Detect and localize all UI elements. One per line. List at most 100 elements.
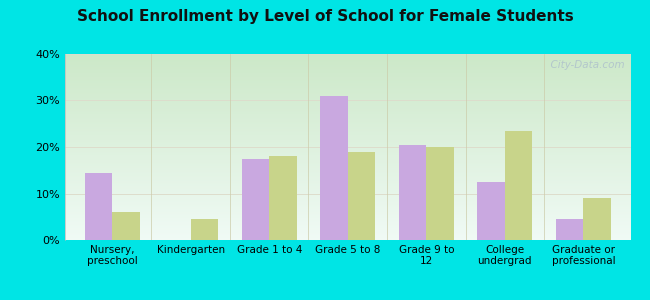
- Bar: [65, 88, 630, 89]
- Bar: [65, 171, 630, 172]
- Bar: [65, 124, 630, 125]
- Bar: [65, 56, 630, 57]
- Bar: [65, 141, 630, 142]
- Bar: [65, 231, 630, 232]
- Bar: [65, 208, 630, 209]
- Bar: [65, 200, 630, 201]
- Bar: [65, 173, 630, 174]
- Bar: [65, 95, 630, 96]
- Bar: [65, 156, 630, 157]
- Bar: [65, 161, 630, 162]
- Bar: [65, 89, 630, 90]
- Bar: [65, 118, 630, 119]
- Bar: [65, 235, 630, 236]
- Bar: [65, 223, 630, 224]
- Bar: [65, 227, 630, 228]
- Bar: [65, 107, 630, 108]
- Bar: [65, 72, 630, 73]
- Bar: [65, 129, 630, 130]
- Bar: [65, 219, 630, 220]
- Bar: [65, 108, 630, 109]
- Bar: [65, 176, 630, 177]
- Bar: [65, 90, 630, 91]
- Bar: [65, 163, 630, 164]
- Bar: [65, 222, 630, 223]
- Bar: [65, 117, 630, 118]
- Bar: [65, 238, 630, 239]
- Bar: [65, 168, 630, 169]
- Bar: [65, 68, 630, 69]
- Bar: [65, 210, 630, 211]
- Bar: [65, 151, 630, 152]
- Bar: [65, 201, 630, 202]
- Bar: [65, 232, 630, 233]
- Bar: [65, 135, 630, 136]
- Bar: [65, 116, 630, 117]
- Bar: [348, 152, 375, 240]
- Bar: [65, 236, 630, 237]
- Bar: [65, 137, 630, 138]
- Bar: [65, 127, 630, 128]
- Bar: [65, 166, 630, 167]
- Bar: [65, 67, 630, 68]
- Bar: [65, 184, 630, 185]
- Bar: [242, 159, 269, 240]
- Bar: [65, 202, 630, 203]
- Bar: [65, 216, 630, 217]
- Bar: [65, 197, 630, 198]
- Bar: [65, 131, 630, 132]
- Bar: [65, 126, 630, 127]
- Bar: [65, 189, 630, 190]
- Bar: [65, 228, 630, 229]
- Bar: [65, 234, 630, 235]
- Bar: [65, 229, 630, 230]
- Bar: [65, 65, 630, 66]
- Bar: [65, 143, 630, 144]
- Bar: [65, 130, 630, 131]
- Bar: [65, 206, 630, 208]
- Bar: [65, 218, 630, 219]
- Bar: [65, 60, 630, 61]
- Bar: [65, 79, 630, 80]
- Bar: [65, 194, 630, 195]
- Bar: [65, 104, 630, 105]
- Bar: [65, 78, 630, 79]
- Bar: [477, 182, 505, 240]
- Bar: [65, 157, 630, 158]
- Bar: [65, 214, 630, 215]
- Bar: [65, 55, 630, 56]
- Bar: [320, 96, 348, 240]
- Bar: [65, 239, 630, 240]
- Bar: [65, 146, 630, 147]
- Bar: [65, 178, 630, 179]
- Bar: [65, 213, 630, 214]
- Bar: [65, 120, 630, 121]
- Bar: [65, 121, 630, 122]
- Bar: [65, 185, 630, 186]
- Bar: [65, 212, 630, 213]
- Bar: [65, 86, 630, 88]
- Bar: [65, 174, 630, 175]
- Bar: [65, 100, 630, 101]
- Bar: [65, 63, 630, 64]
- Bar: [65, 77, 630, 78]
- Bar: [65, 205, 630, 206]
- Bar: [65, 204, 630, 205]
- Bar: [65, 198, 630, 199]
- Bar: [190, 219, 218, 240]
- Bar: [65, 96, 630, 97]
- Bar: [65, 81, 630, 82]
- Bar: [556, 219, 584, 240]
- Bar: [65, 187, 630, 188]
- Bar: [65, 58, 630, 60]
- Bar: [65, 80, 630, 81]
- Bar: [65, 132, 630, 133]
- Bar: [584, 198, 611, 240]
- Bar: [65, 69, 630, 70]
- Bar: [505, 131, 532, 240]
- Text: School Enrollment by Level of School for Female Students: School Enrollment by Level of School for…: [77, 9, 573, 24]
- Bar: [65, 170, 630, 171]
- Bar: [65, 190, 630, 191]
- Bar: [65, 103, 630, 104]
- Bar: [65, 128, 630, 129]
